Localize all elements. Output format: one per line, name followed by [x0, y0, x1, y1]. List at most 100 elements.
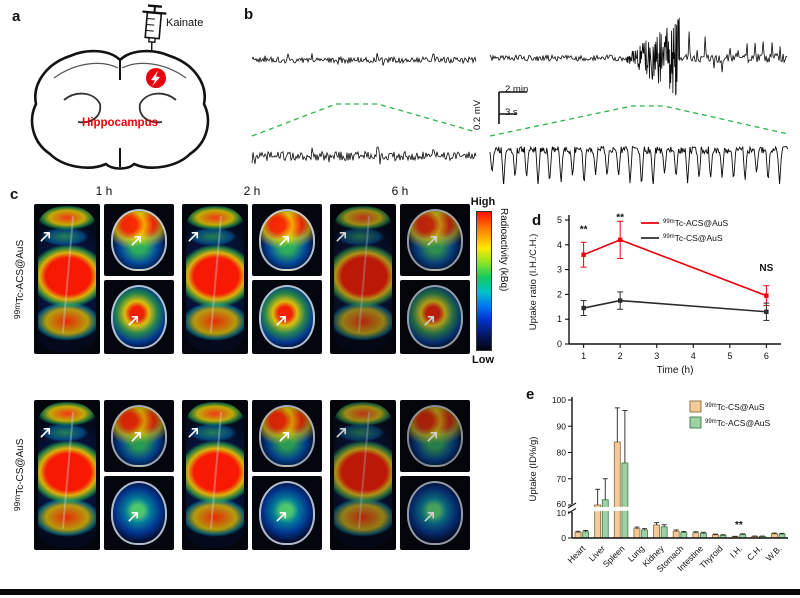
pointer-arrow-icon — [128, 315, 139, 326]
panel-letter-e: e — [526, 386, 535, 403]
pointer-arrow-icon — [424, 511, 435, 522]
pointer-arrow-icon — [279, 431, 290, 442]
spect-axial-brain-image — [400, 476, 470, 550]
coronal-brain-outline — [30, 49, 210, 170]
category-label: C.H. — [745, 543, 764, 562]
x-tick-label: 6 — [764, 351, 769, 361]
hippocampus-right-outline — [138, 92, 177, 124]
data-point — [581, 252, 586, 257]
y-tick-label: 0 — [561, 533, 566, 543]
category-label: Heart — [565, 543, 587, 565]
bar — [660, 526, 668, 539]
axis-break-mark — [567, 508, 577, 514]
spect-image-group — [182, 204, 322, 354]
y-tick-label: 70 — [557, 474, 567, 484]
pointer-arrow-icon — [336, 231, 347, 242]
timepoint-label: 2 h — [243, 184, 261, 198]
timepoint-label: 1 h — [95, 184, 113, 198]
bar — [621, 462, 629, 539]
legend-label: 99mTc-ACS@AuS — [663, 218, 729, 228]
spect-coronal-head-image — [400, 400, 470, 472]
data-point — [764, 309, 769, 314]
legend-label: 99mTc-CS@AuS — [663, 233, 723, 243]
legend-label: 99mTc-CS@AuS — [705, 402, 765, 412]
row-label-acs: 99mTc-ACS@AuS — [11, 239, 27, 319]
eeg-seizure-expanded-trace — [489, 145, 789, 184]
significance-label: ** — [580, 224, 588, 235]
significance-label: NS — [759, 263, 773, 274]
data-point — [581, 305, 586, 311]
bar — [601, 499, 609, 539]
x-tick-label: 3 — [654, 351, 659, 361]
spect-coronal-head-image — [252, 400, 322, 472]
y-tick-label: 100 — [552, 395, 566, 405]
spect-coronal-head-image — [400, 204, 470, 276]
x-axis-label: Time (h) — [657, 365, 694, 376]
spect-row-acs — [34, 204, 480, 354]
panel-letter-b: b — [244, 6, 254, 23]
pointer-arrow-icon — [188, 231, 199, 242]
bottom-rule — [0, 589, 800, 595]
spect-sagittal-image — [182, 204, 248, 354]
category-label: W.B. — [764, 543, 784, 563]
pointer-arrow-icon — [131, 235, 142, 246]
significance-label: ** — [616, 213, 624, 224]
pointer-arrow-icon — [40, 231, 51, 242]
legend-label: 99mTc-ACS@AuS — [705, 418, 771, 428]
spect-axial-brain-image — [104, 476, 174, 550]
spect-row-cs — [34, 400, 480, 550]
bar — [641, 529, 648, 539]
category-label: I.H. — [728, 543, 744, 559]
y-axis-label: Uptake ratio (I.H./C.H.) — [528, 234, 539, 331]
uptake-ratio-chart: 0 1 2 3 4 5 1 2 3 4 5 6 Time (h) Uptake ratio (I.H./C… — [528, 213, 781, 376]
spect-sagittal-image — [34, 204, 100, 354]
x-tick-label: 5 — [727, 351, 732, 361]
pointer-arrow-icon — [128, 511, 139, 522]
y-tick-label: 1 — [557, 314, 562, 324]
pointer-arrow-icon — [336, 427, 347, 438]
pointer-arrow-icon — [424, 315, 435, 326]
time-scale-top-label: 2 min — [505, 84, 529, 95]
pointer-arrow-icon — [131, 431, 142, 442]
injection-label: Kainate — [166, 17, 203, 29]
x-tick-label: 4 — [691, 351, 696, 361]
series-line — [583, 299, 767, 313]
bar — [672, 530, 680, 539]
spect-image-group — [182, 400, 322, 550]
y-tick-label: 2 — [557, 289, 562, 299]
spect-axial-brain-image — [104, 280, 174, 354]
y-tick-label: 4 — [557, 240, 562, 250]
y-tick-label: 3 — [557, 265, 562, 275]
panel-letter-c: c — [10, 186, 19, 203]
y-axis-label: Uptake (ID%/g) — [528, 437, 539, 502]
colorbar-low-label: Low — [472, 354, 494, 366]
spect-sagittal-image — [330, 204, 396, 354]
eeg-seizure-trace — [489, 17, 788, 96]
data-point — [617, 237, 623, 243]
syringe-icon — [142, 4, 167, 71]
eeg-baseline-trace — [251, 53, 477, 66]
brain-schematic: Kainate Hippocampus — [30, 4, 210, 170]
colorbar-axis-label: Radioactivity (kBq) — [498, 208, 509, 292]
spect-image-group — [330, 204, 470, 354]
y-tick-label: 5 — [557, 215, 562, 225]
timepoint-label: 6 h — [391, 184, 409, 198]
colorbar-gradient — [476, 211, 492, 351]
panel-letter-a: a — [12, 8, 21, 25]
timepoint-labels: 1 h 2 h 6 h — [34, 184, 480, 200]
spect-image-group — [330, 400, 470, 550]
panel-c: 1 h 2 h 6 h 99mTc-ACS@AuS 99mTc-CS@AuS Hig… — [8, 184, 522, 566]
spect-axial-brain-image — [252, 476, 322, 550]
time-scale-bottom-label: 3 s — [505, 107, 518, 118]
series-line — [583, 238, 767, 297]
bar — [680, 532, 688, 539]
hippocampus-left-outline — [63, 92, 102, 124]
bar — [653, 524, 660, 539]
zoom-guide-right — [489, 105, 789, 137]
bar — [582, 531, 590, 539]
spect-image-group — [34, 204, 174, 354]
region-label: Hippocampus — [82, 117, 158, 129]
pointer-arrow-icon — [188, 427, 199, 438]
